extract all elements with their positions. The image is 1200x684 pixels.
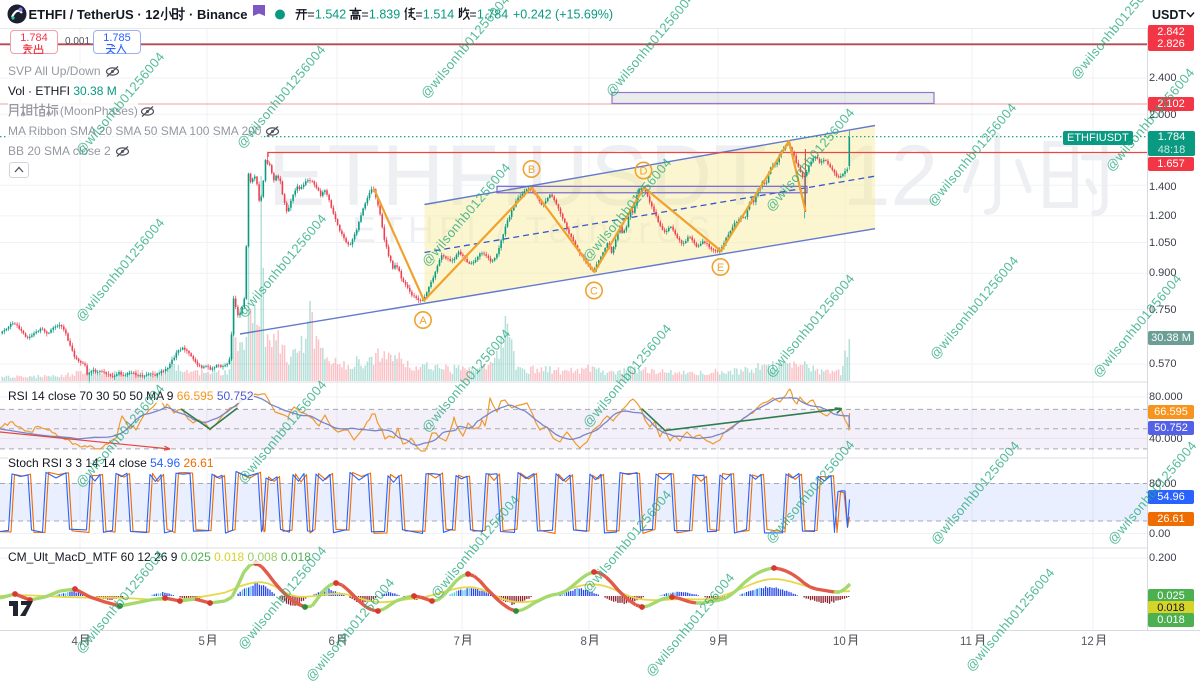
svg-text:A: A (419, 315, 427, 327)
svg-text:USDT: USDT (1152, 8, 1186, 22)
svg-text:=: = (307, 8, 314, 22)
svg-text:6: 6 (329, 636, 335, 648)
svg-text:8: 8 (581, 636, 587, 648)
svg-text:1.542: 1.542 (315, 8, 346, 22)
svg-text:1.784: 1.784 (477, 8, 508, 22)
svg-text:C: C (590, 286, 598, 298)
svg-text:=: = (469, 8, 476, 22)
svg-text:+0.242 (+15.69%): +0.242 (+15.69%) (513, 8, 613, 22)
svg-text:1.514: 1.514 (423, 8, 454, 22)
svg-text:1.839: 1.839 (369, 8, 400, 22)
svg-text:10: 10 (833, 636, 846, 648)
svg-text:5: 5 (199, 636, 205, 648)
svg-text:12: 12 (1081, 636, 1094, 648)
svg-text:ETHFI / TetherUS: ETHFI / TetherUS (352, 209, 715, 250)
svg-text:9: 9 (710, 636, 716, 648)
svg-text:7: 7 (454, 636, 460, 648)
svg-text:D: D (640, 166, 648, 178)
svg-text:· 12: · 12 (790, 128, 938, 224)
svg-text:=: = (415, 8, 422, 22)
svg-text:=: = (361, 8, 368, 22)
svg-text:4: 4 (72, 636, 79, 648)
svg-text:11: 11 (960, 636, 972, 648)
svg-text:B: B (528, 164, 535, 176)
svg-text:(MoonPhases): (MoonPhases) (60, 104, 138, 118)
svg-text:E: E (717, 262, 724, 274)
